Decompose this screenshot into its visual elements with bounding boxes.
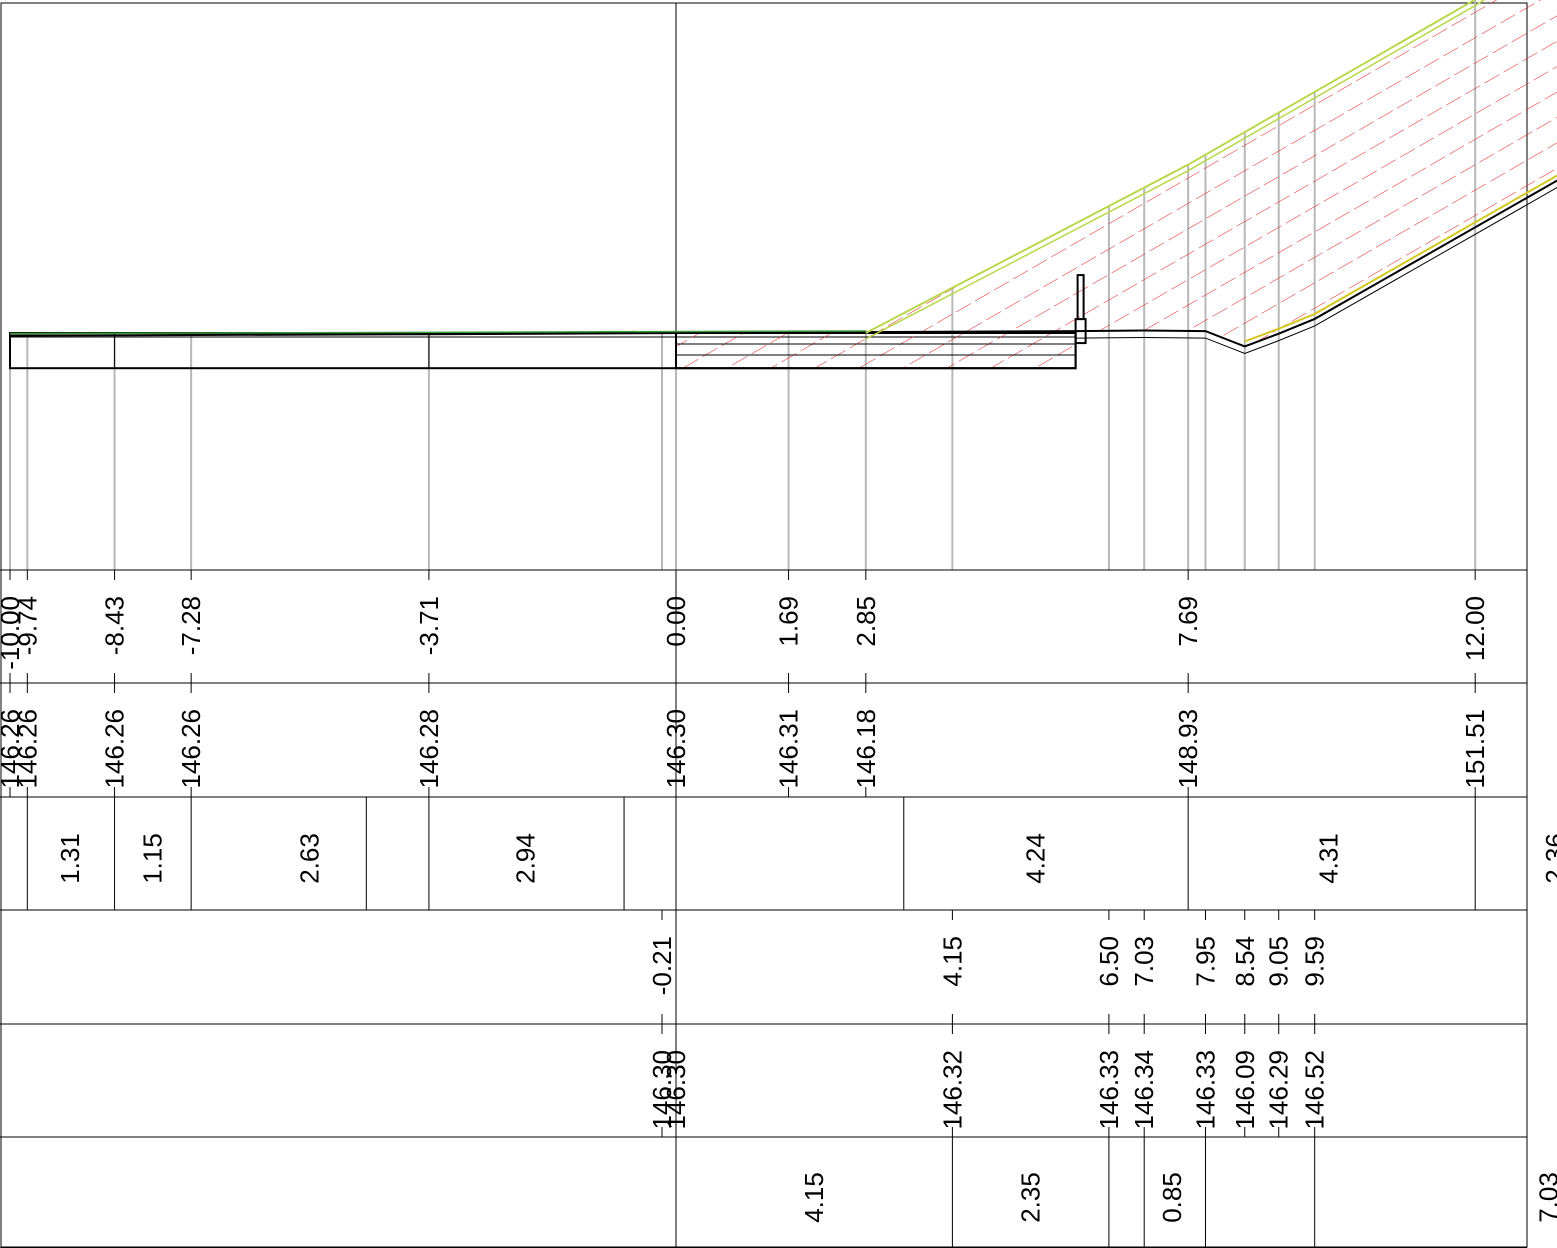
table-value: 146.30	[647, 1050, 677, 1130]
table-value: 1.69	[774, 596, 804, 647]
table-value: 146.29	[1264, 1050, 1294, 1130]
existing-ground-line-inner	[865, 0, 1486, 340]
table-value: 146.33	[1190, 1050, 1220, 1130]
table-value: 12.00	[1460, 596, 1490, 661]
data-table: -10.00-9.74 -8.43 -7.28 -3.71 0.00 1.69 2.85 7.…	[0, 569, 1557, 1248]
table-value: 0.00	[661, 596, 691, 647]
span-value: 4.31	[1314, 833, 1344, 884]
table-value: 7.03	[1129, 936, 1159, 987]
table-value: -9.74	[12, 596, 42, 655]
table-value: 146.26	[0, 709, 25, 789]
table-value: 2.85	[851, 596, 881, 647]
table-value: 9.59	[1300, 936, 1330, 987]
table-value: 146.30	[661, 709, 691, 789]
table-value: 146.26	[12, 709, 42, 789]
pavement-structure	[9, 274, 1087, 370]
span-value: 1.31	[55, 833, 85, 884]
existing-ground-flat	[9, 330, 866, 335]
span-value: 7.03	[1533, 1172, 1557, 1223]
design-profile-inner	[1075, 187, 1557, 354]
table-row-existing-offset: -10.00-9.74 -8.43 -7.28 -3.71 0.00 1.69 2.85 7.…	[0, 570, 1490, 683]
table-value: 6.50	[1094, 936, 1124, 987]
span-value: 2.94	[510, 833, 540, 884]
table-row-design-distance: 4.152.350.857.031.031.723.16	[675, 1137, 1557, 1248]
span-value: 2.63	[295, 833, 325, 884]
table-value: 146.26	[176, 709, 206, 789]
span-value: 2.36	[1540, 833, 1557, 884]
table-value: -0.21	[647, 936, 677, 995]
span-value: 1.15	[138, 833, 168, 884]
table-value: 146.34	[1129, 1050, 1159, 1130]
fill-hatch	[865, 0, 1557, 347]
fill-area	[865, 0, 1557, 347]
span-value: 0.85	[1157, 1172, 1187, 1223]
table-row-existing-distance: 1.311.152.632.944.244.312.361.36	[26, 797, 1557, 910]
table-value: 151.51	[1460, 709, 1490, 789]
table-value: 146.33	[1094, 1050, 1124, 1130]
table-value: 7.95	[1190, 936, 1220, 987]
span-value: 2.35	[1015, 1172, 1045, 1223]
table-value: 146.26	[100, 709, 130, 789]
table-value: -8.43	[100, 596, 130, 655]
table-value: 146.30	[661, 1050, 691, 1130]
table-value: -3.71	[414, 596, 444, 655]
pavement-hatched	[675, 332, 1077, 370]
span-value: 4.24	[1021, 833, 1051, 884]
design-profile	[9, 179, 1557, 348]
drain-post	[1076, 274, 1085, 321]
table-value: 146.52	[1300, 1050, 1330, 1130]
table-value: 146.09	[1230, 1050, 1260, 1130]
span-value: 4.15	[799, 1172, 829, 1223]
table-row-design-offset: -0.214.156.507.037.958.549.059.5916.6117…	[647, 910, 1330, 1024]
table-value: 146.18	[851, 709, 881, 789]
drawing-frame	[0, 2, 1528, 1248]
table-value: 9.05	[1264, 936, 1294, 987]
table-value: 4.15	[937, 936, 967, 987]
table-value: 7.69	[1173, 596, 1203, 647]
table-value: 146.32	[937, 1050, 967, 1130]
section-profiles	[9, 0, 1557, 354]
table-value: 8.54	[1230, 936, 1260, 987]
table-value: -10.00	[0, 596, 25, 670]
table-value: 146.28	[414, 709, 444, 789]
table-value: 148.93	[1173, 709, 1203, 789]
table-value: 146.31	[774, 709, 804, 789]
existing-ground-line	[865, 0, 1477, 334]
table-value: -7.28	[176, 596, 206, 655]
slope-protection-layer	[1244, 174, 1557, 343]
